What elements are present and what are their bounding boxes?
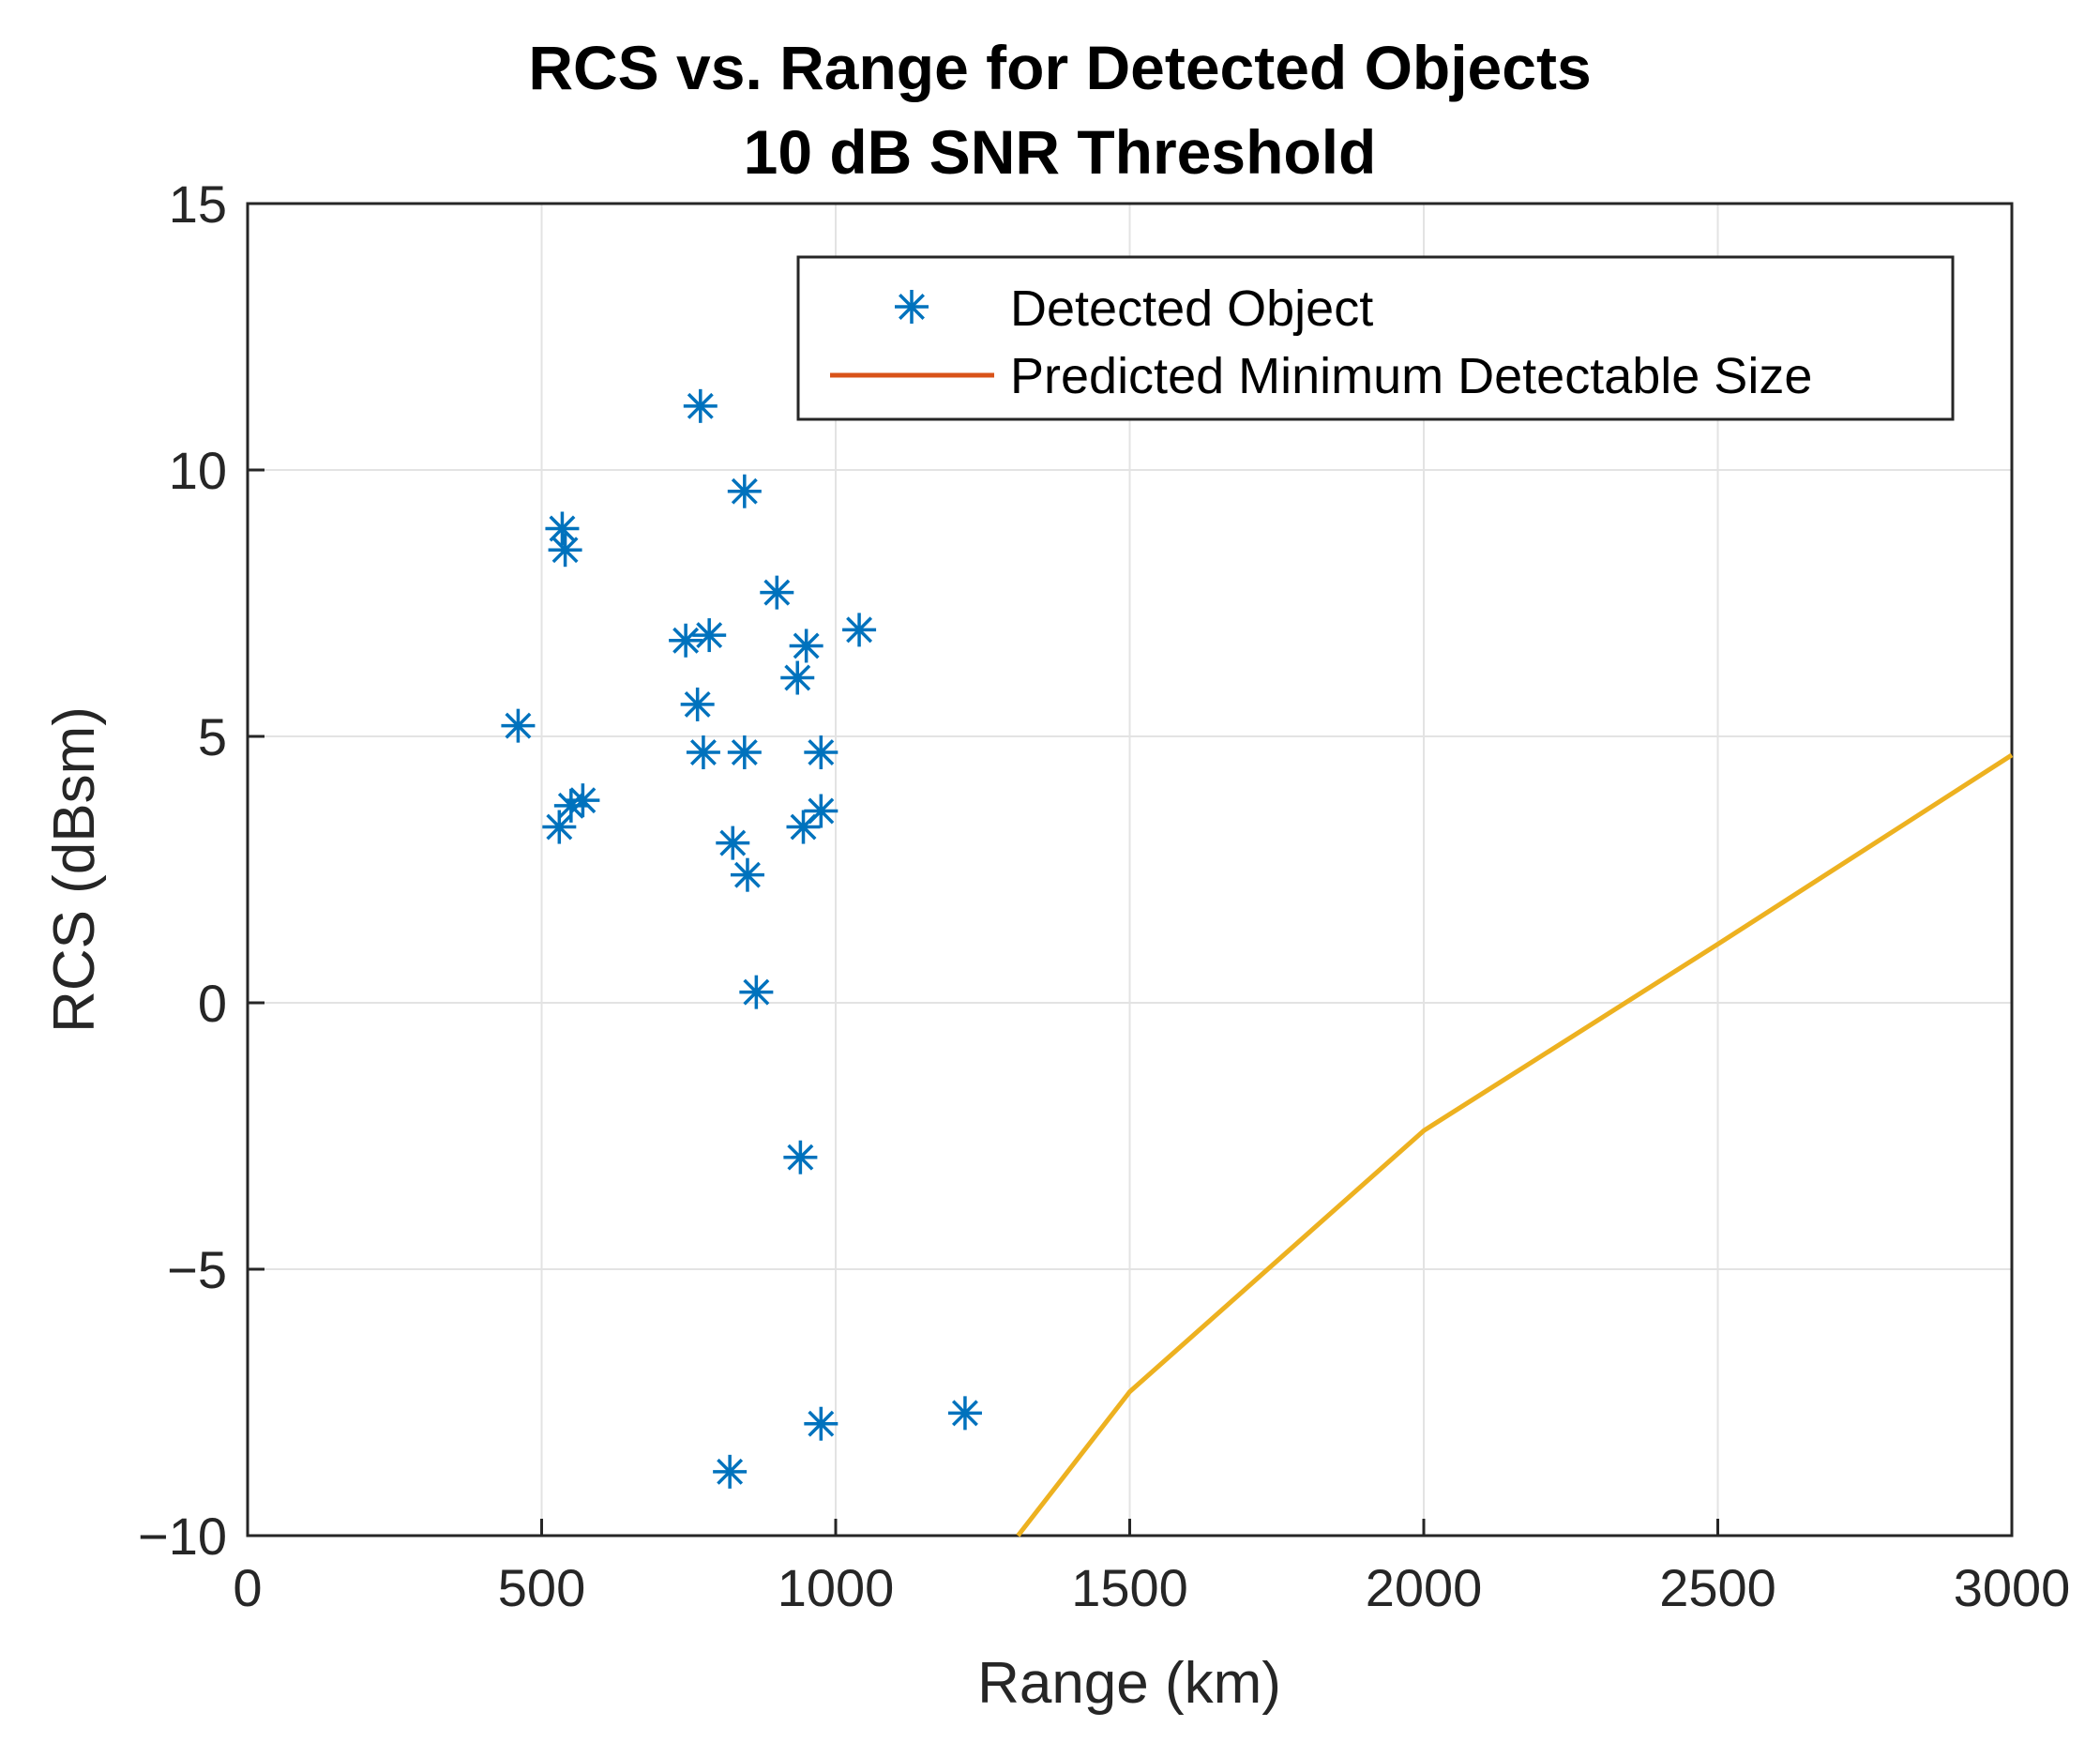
x-tick-label: 500 bbox=[498, 1558, 585, 1617]
x-tick-label: 1500 bbox=[1071, 1558, 1188, 1617]
asterisk-stroke bbox=[731, 477, 758, 505]
asterisk-stroke bbox=[719, 829, 747, 856]
y-tick-label: −10 bbox=[138, 1507, 227, 1566]
asterisk-stroke bbox=[733, 861, 761, 888]
asterisk-stroke bbox=[808, 1410, 835, 1437]
detected-object-point bbox=[727, 474, 762, 508]
asterisk-stroke bbox=[717, 1458, 744, 1485]
y-tick-label: 0 bbox=[198, 974, 227, 1033]
predicted-minimum-detectable-size-line bbox=[1016, 752, 2014, 1538]
detected-object-point bbox=[804, 735, 838, 770]
chart-title: RCS vs. Range for Detected Objects bbox=[528, 33, 1591, 102]
detected-object-point bbox=[716, 826, 750, 860]
legend-label-predicted-minimum: Predicted Minimum Detectable Size bbox=[1010, 348, 1812, 404]
detected-object-point bbox=[789, 629, 823, 663]
asterisk-stroke bbox=[672, 627, 700, 654]
detected-object-point bbox=[783, 1140, 818, 1174]
detected-object-point bbox=[760, 575, 794, 610]
detected-object-point bbox=[686, 735, 720, 770]
asterisk-stroke bbox=[689, 739, 717, 766]
detected-object-point bbox=[739, 975, 774, 1009]
asterisk-stroke bbox=[549, 515, 576, 542]
detected-object-point bbox=[730, 857, 764, 892]
y-tick-label: 15 bbox=[169, 174, 227, 234]
asterisk-stroke bbox=[505, 712, 532, 739]
asterisk-stroke bbox=[790, 813, 817, 841]
legend-box bbox=[796, 255, 1955, 421]
axis-ticks: 0 500 1000 1500 2000 2500 3000 −10 −5 0 5 10 15 bbox=[138, 174, 2070, 1617]
x-tick-label: 3000 bbox=[1954, 1558, 2071, 1617]
detected-object-point bbox=[548, 533, 582, 568]
detected-object-point bbox=[669, 623, 703, 658]
detected-object-point bbox=[501, 708, 536, 743]
asterisk-stroke bbox=[687, 392, 714, 419]
asterisk-stroke bbox=[846, 616, 873, 644]
asterisk-stroke bbox=[899, 294, 925, 320]
y-axis-label: RCS (dBsm) bbox=[42, 706, 107, 1033]
legend: Detected Object Predicted Minimum Detect… bbox=[796, 255, 1955, 421]
asterisk-stroke bbox=[808, 739, 835, 766]
detected-object-point bbox=[692, 618, 727, 653]
detected-object-point bbox=[780, 660, 815, 695]
asterisk-stroke bbox=[784, 664, 811, 691]
asterisk-stroke bbox=[551, 537, 579, 564]
x-axis-label: Range (km) bbox=[977, 1651, 1281, 1716]
detected-object-point bbox=[727, 735, 762, 770]
asterisk-stroke bbox=[743, 978, 770, 1006]
detected-object-point bbox=[804, 794, 838, 828]
y-tick-label: 10 bbox=[169, 441, 227, 500]
asterisk-stroke bbox=[696, 622, 723, 649]
asterisk-stroke bbox=[951, 1400, 978, 1427]
legend-asterisk bbox=[895, 290, 929, 324]
detected-object-point bbox=[545, 511, 580, 546]
asterisk-stroke bbox=[731, 739, 758, 766]
detected-object-point bbox=[713, 1454, 748, 1489]
grid bbox=[248, 204, 2012, 1536]
detected-object-point bbox=[566, 783, 600, 818]
asterisk-stroke bbox=[546, 813, 573, 841]
detected-object-point bbox=[683, 388, 718, 423]
legend-marker-detected-object bbox=[895, 290, 929, 324]
asterisk-stroke bbox=[569, 787, 597, 814]
detected-object-point bbox=[842, 613, 877, 647]
y-tick-label: 5 bbox=[198, 707, 227, 766]
x-tick-label: 1000 bbox=[778, 1558, 895, 1617]
chart-subtitle: 10 dB SNR Threshold bbox=[744, 117, 1377, 187]
x-tick-label: 2500 bbox=[1659, 1558, 1776, 1617]
detected-object-point bbox=[553, 788, 588, 823]
x-tick-label: 0 bbox=[233, 1558, 262, 1617]
detected-object-point bbox=[786, 810, 821, 844]
asterisk-stroke bbox=[684, 690, 711, 718]
y-tick-label: −5 bbox=[167, 1240, 227, 1299]
asterisk-stroke bbox=[787, 1144, 814, 1171]
legend-label-detected-object: Detected Object bbox=[1010, 280, 1373, 337]
asterisk-stroke bbox=[793, 632, 820, 659]
series-markers bbox=[501, 388, 982, 1489]
asterisk-stroke bbox=[763, 579, 791, 606]
detected-object-point bbox=[804, 1406, 838, 1441]
x-tick-label: 2000 bbox=[1366, 1558, 1483, 1617]
series-lines bbox=[1016, 752, 2014, 1538]
detected-object-point bbox=[947, 1396, 982, 1431]
detected-object-point bbox=[680, 687, 715, 721]
